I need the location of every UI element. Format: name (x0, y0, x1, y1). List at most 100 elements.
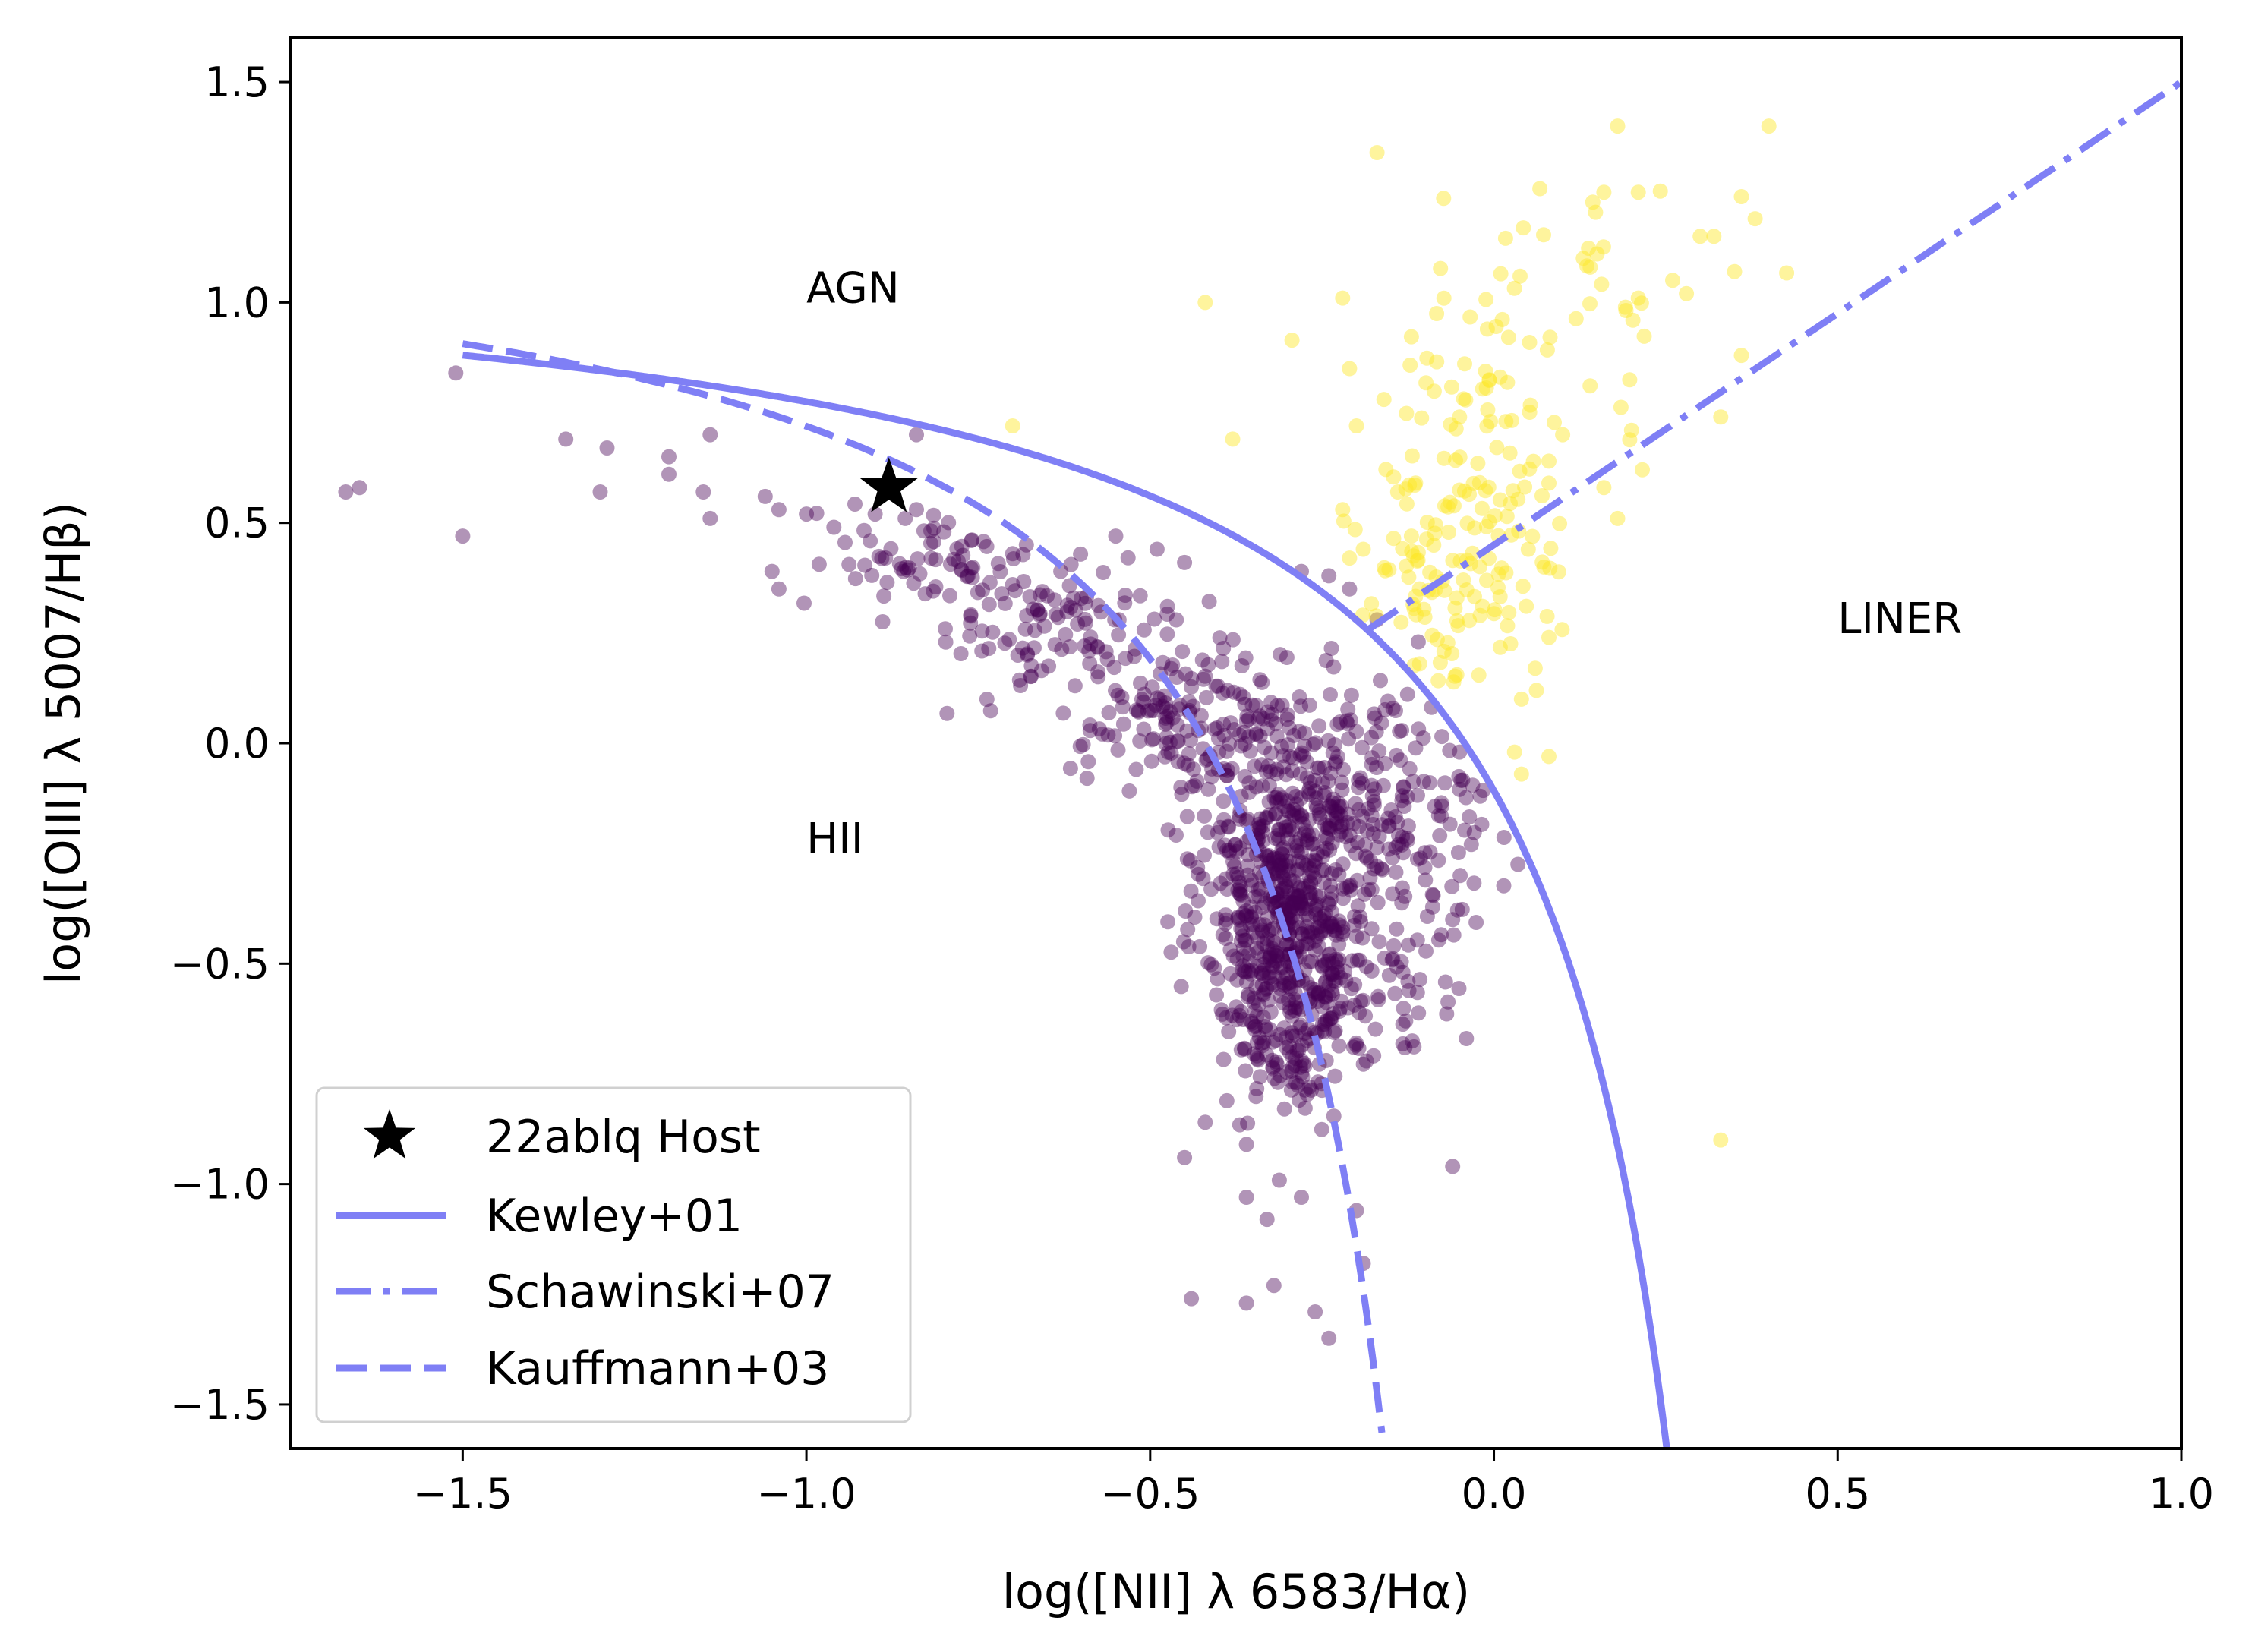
data-point (1290, 888, 1306, 904)
data-point (1396, 845, 1411, 861)
data-point (1635, 462, 1650, 478)
data-point (1351, 772, 1367, 788)
data-point (1582, 259, 1598, 275)
data-point (1219, 683, 1235, 698)
data-point (1311, 803, 1327, 819)
data-point (864, 567, 880, 583)
data-point (1265, 959, 1281, 975)
data-point (1063, 600, 1079, 615)
data-point (1256, 987, 1271, 1003)
data-point (1290, 887, 1306, 903)
data-point (1432, 654, 1448, 670)
data-point (1284, 1063, 1300, 1079)
data-point (1136, 686, 1152, 702)
data-point (1381, 967, 1397, 983)
data-point (1232, 727, 1247, 743)
data-point (1542, 329, 1558, 345)
data-point (1022, 589, 1038, 604)
data-point (1238, 1295, 1254, 1311)
data-point (1218, 871, 1234, 887)
data-point (1277, 876, 1293, 892)
data-point (1090, 639, 1105, 655)
data-point (1490, 579, 1506, 595)
data-point (1396, 780, 1411, 796)
data-point (1248, 698, 1264, 714)
data-point (1459, 515, 1475, 531)
data-point (979, 538, 995, 554)
data-point (1250, 1051, 1266, 1067)
data-point (1267, 969, 1283, 985)
data-point (1253, 965, 1269, 981)
data-point (1332, 714, 1348, 730)
data-point (1077, 611, 1093, 627)
data-point (1331, 913, 1347, 929)
data-point (875, 614, 891, 629)
data-point (1355, 1056, 1371, 1072)
data-point (1100, 727, 1116, 743)
data-point (1465, 545, 1481, 561)
data-point (1261, 969, 1277, 985)
data-point (1588, 204, 1604, 220)
data-point (1273, 988, 1288, 1004)
legend-label: Kauffmann+03 (486, 1342, 829, 1395)
data-point (1077, 638, 1093, 654)
data-point (1128, 761, 1144, 777)
data-point (1402, 477, 1418, 493)
data-point (1282, 853, 1298, 869)
data-point (1312, 919, 1328, 935)
data-point (1304, 865, 1320, 881)
data-point (1309, 928, 1325, 944)
data-point (1251, 820, 1267, 836)
data-point (1226, 859, 1242, 875)
data-point (1747, 211, 1763, 227)
data-point (1172, 697, 1188, 713)
data-point (1426, 383, 1442, 399)
data-point (1222, 966, 1238, 982)
data-point (1218, 907, 1234, 923)
data-point (1437, 974, 1453, 990)
data-point (1299, 834, 1315, 850)
data-point (1434, 795, 1449, 811)
data-point (1250, 930, 1266, 946)
data-point (1258, 764, 1274, 780)
data-point (1235, 948, 1251, 964)
x-axis-title: log([NII] λ 6583/Hα) (1002, 1564, 1471, 1619)
data-point (1345, 1039, 1361, 1055)
data-point (1059, 604, 1075, 620)
data-point (1264, 958, 1280, 974)
legend-label: Kewley+01 (486, 1190, 743, 1243)
data-point (1284, 1008, 1300, 1024)
data-point (1144, 679, 1160, 695)
data-point (811, 556, 827, 572)
data-point (1265, 933, 1281, 949)
data-point (1317, 1024, 1333, 1039)
data-point (1374, 861, 1389, 877)
data-point (1128, 702, 1144, 718)
data-point (1317, 785, 1333, 800)
data-point (1216, 727, 1232, 743)
data-point (1244, 1015, 1260, 1031)
data-point (1294, 1053, 1310, 1068)
data-point (1178, 903, 1194, 919)
data-point (1247, 1019, 1263, 1035)
data-point (1517, 479, 1533, 495)
data-point (1299, 919, 1315, 935)
data-point (1165, 657, 1181, 673)
data-point (1326, 1025, 1342, 1040)
data-point (1160, 914, 1176, 930)
data-point (923, 535, 938, 551)
data-point (1292, 724, 1307, 739)
data-point (1542, 560, 1558, 576)
data-point (1265, 1034, 1281, 1050)
data-point (757, 488, 773, 504)
data-point (1201, 594, 1217, 610)
data-point (963, 607, 979, 623)
data-point (1313, 926, 1329, 941)
data-point (1327, 756, 1343, 772)
data-point (1399, 789, 1415, 805)
data-point (1440, 635, 1456, 651)
data-point (923, 523, 938, 539)
y-tick-label: 1.5 (204, 58, 270, 106)
data-point (1516, 220, 1531, 236)
data-point (1106, 660, 1122, 676)
